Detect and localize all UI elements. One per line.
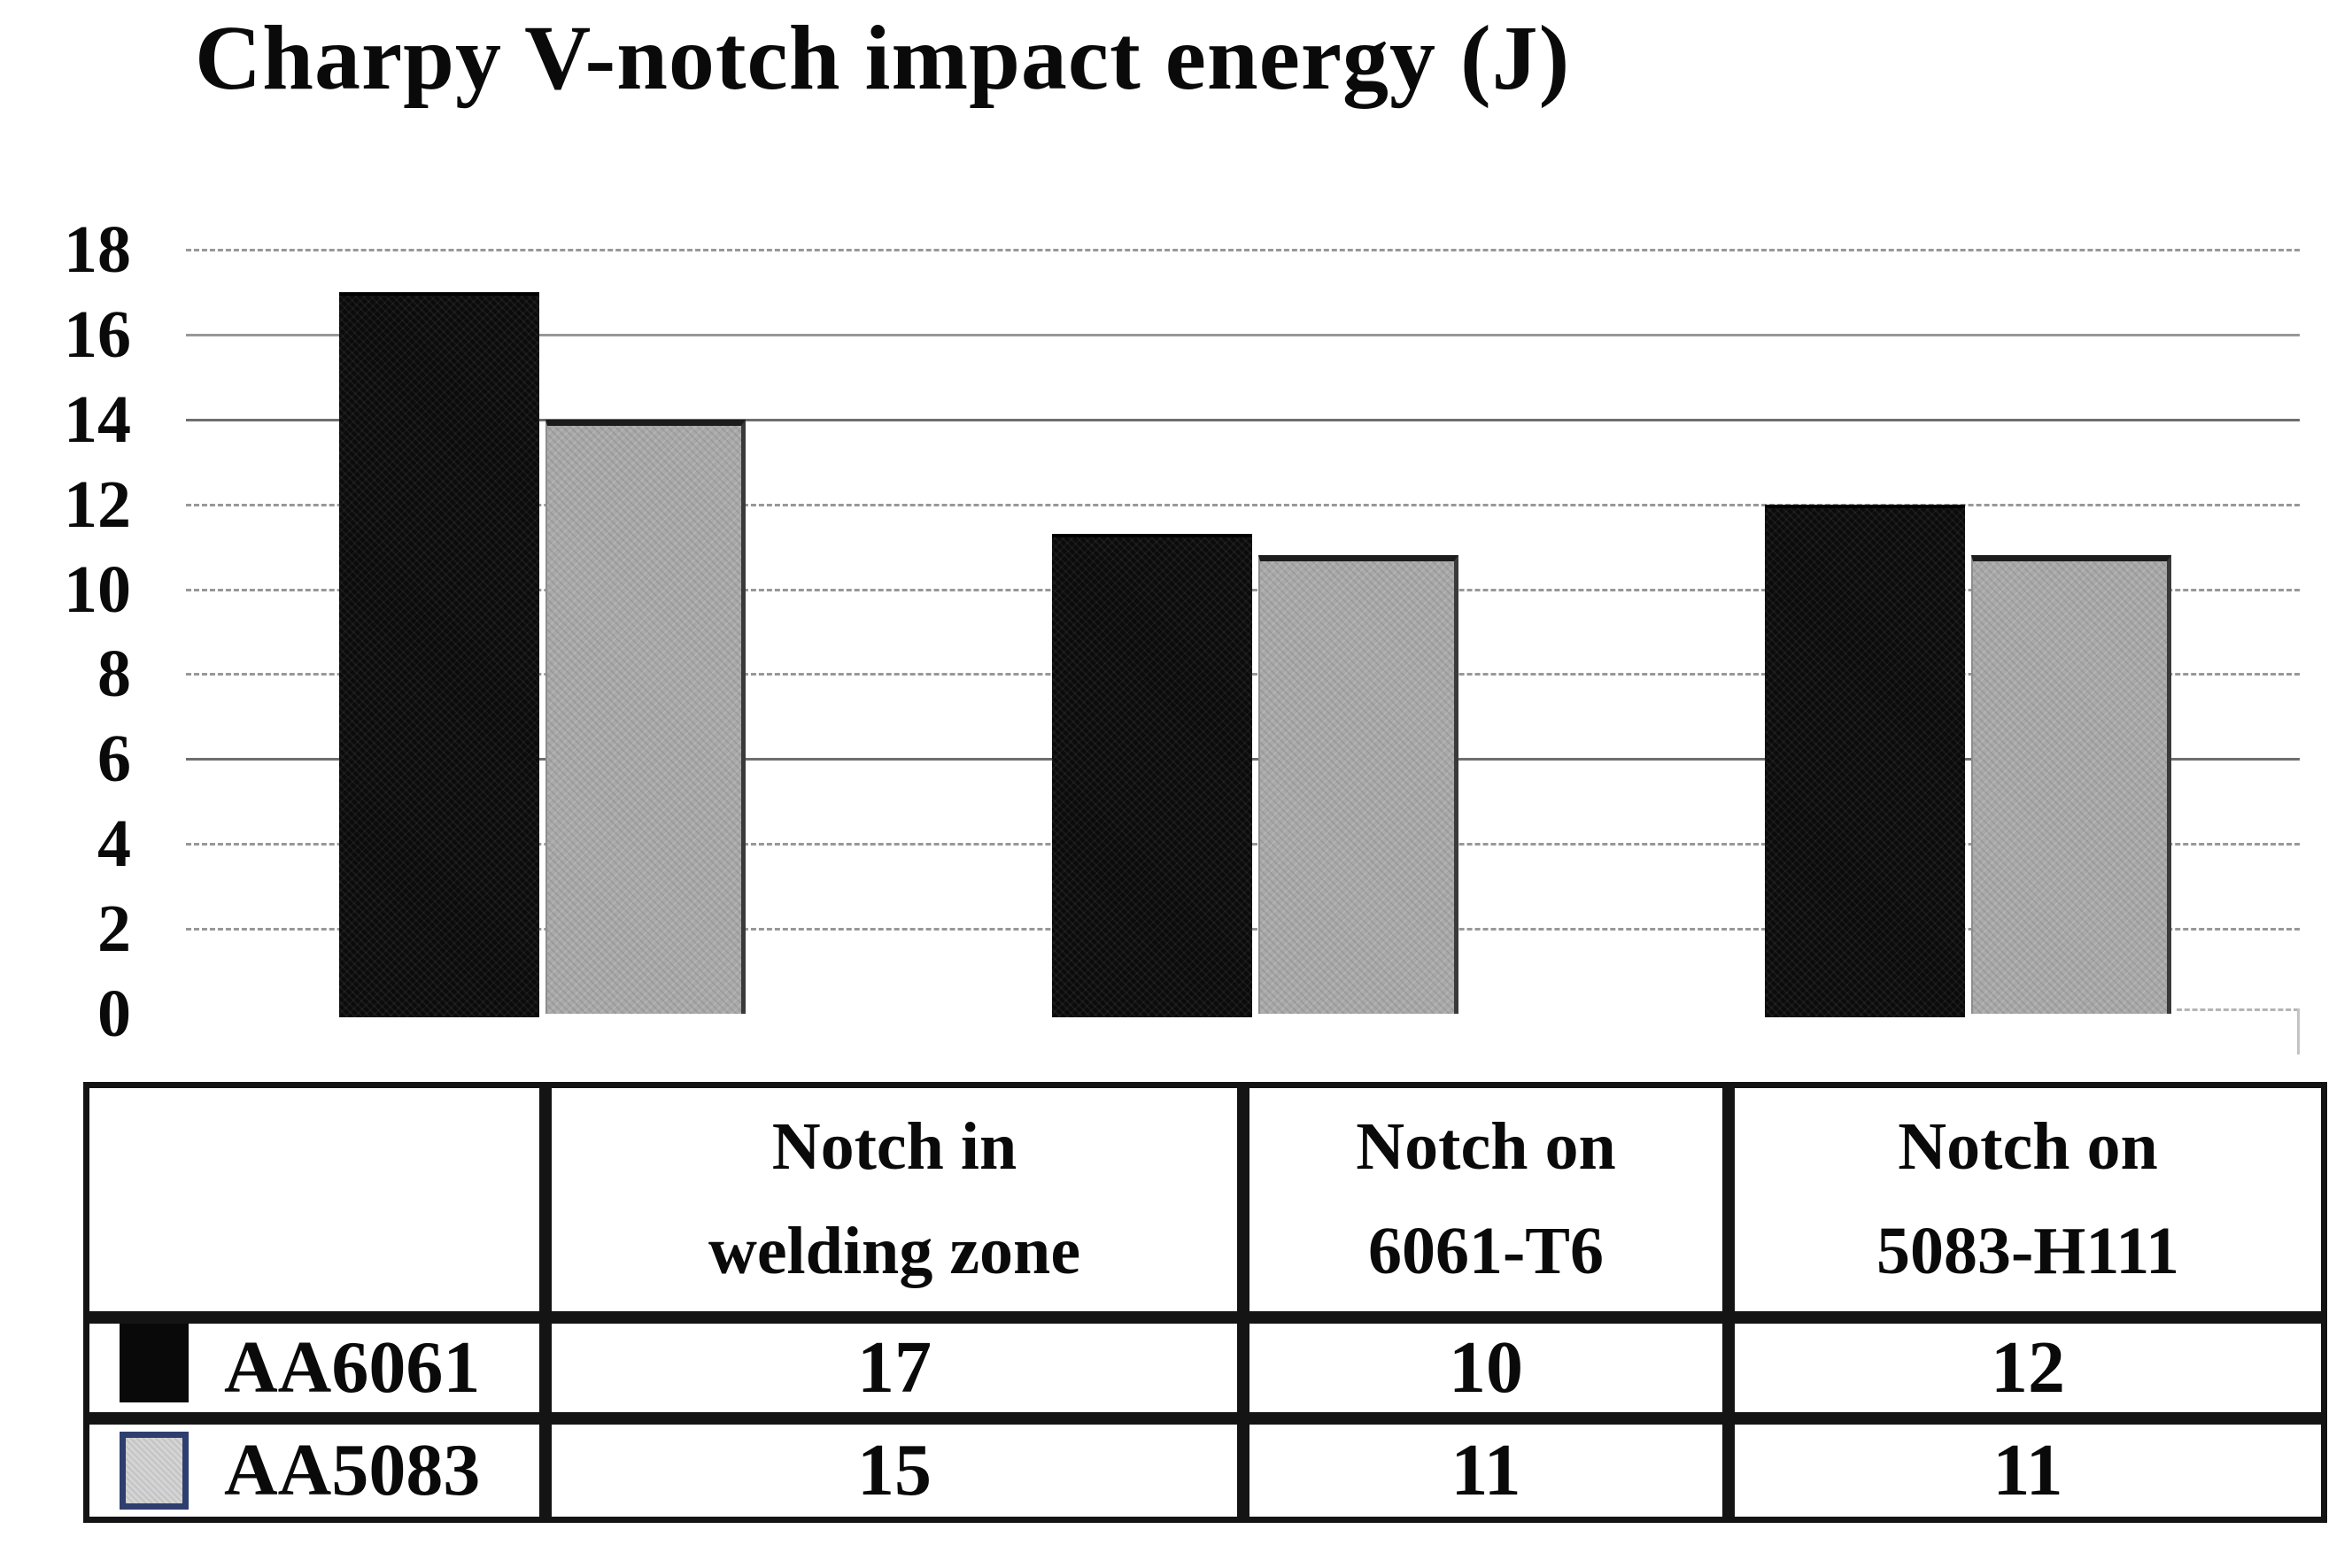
bar-aa5083-group2 — [1258, 555, 1458, 1014]
header-line: Notch in — [771, 1109, 1017, 1185]
aa6061-series-swatch-icon — [120, 1324, 189, 1402]
table-row-aa6061: AA6061 17 10 12 — [83, 1317, 2327, 1418]
table-cell-aa5083-5083-h111: 11 — [1729, 1418, 2327, 1523]
plot-corner-artifact-horizontal — [2177, 1008, 2299, 1011]
y-axis-tick-label-2: 2 — [97, 892, 131, 967]
header-line: Notch on — [1898, 1109, 2158, 1185]
table-cell-aa6061-welding-zone: 17 — [545, 1317, 1243, 1418]
y-axis-tick-label-16: 16 — [64, 297, 131, 372]
gridline-18 — [186, 249, 2300, 251]
series-label-aa5083: AA5083 — [224, 1429, 481, 1511]
table-blank-corner-cell — [83, 1082, 545, 1317]
y-axis-tick-label-6: 6 — [97, 722, 131, 797]
y-axis-tick-label-8: 8 — [97, 637, 131, 712]
table-header-notch-on-6061-t6: Notch on 6061-T6 — [1243, 1082, 1729, 1317]
y-axis-tick-label-14: 14 — [64, 382, 131, 457]
bar-aa6061-group2 — [1052, 534, 1252, 1017]
header-line: 6061-T6 — [1368, 1214, 1604, 1288]
gridline-16 — [186, 333, 2300, 336]
table-cell-aa5083-welding-zone: 15 — [545, 1418, 1243, 1523]
table-header-notch-in-welding-zone: Notch in welding zone — [545, 1082, 1243, 1317]
y-axis-tick-label-10: 10 — [64, 552, 131, 627]
series-label-aa6061: AA6061 — [224, 1326, 481, 1409]
y-axis-tick-label-12: 12 — [64, 467, 131, 542]
table-header-row: Notch in welding zone Notch on 6061-T6 N… — [83, 1082, 2327, 1317]
header-line: welding zone — [708, 1214, 1081, 1288]
legend-data-table: Notch in welding zone Notch on 6061-T6 N… — [83, 1082, 2327, 1523]
aa5083-series-swatch-icon — [120, 1432, 189, 1510]
header-line: 5083-H111 — [1876, 1214, 2180, 1288]
y-axis-tick-label-18: 18 — [64, 212, 131, 287]
table-cell-aa6061-6061-t6: 10 — [1243, 1317, 1729, 1418]
gridline-14 — [186, 418, 2300, 421]
bar-aa6061-group3 — [1765, 505, 1965, 1017]
table-cell-aa6061-5083-h111: 12 — [1729, 1317, 2327, 1418]
y-axis-tick-label-0: 0 — [97, 977, 131, 1051]
bar-aa5083-group3 — [1971, 555, 2171, 1014]
legend-cell-aa5083: AA5083 — [83, 1418, 545, 1523]
legend-cell-aa6061: AA6061 — [83, 1317, 545, 1418]
table-header-notch-on-5083-h111: Notch on 5083-H111 — [1729, 1082, 2327, 1317]
table-cell-aa5083-6061-t6: 11 — [1243, 1418, 1729, 1523]
bar-aa5083-group1 — [545, 420, 746, 1014]
header-line: Notch on — [1356, 1109, 1616, 1185]
table-row-aa5083: AA5083 15 11 11 — [83, 1418, 2327, 1523]
plot-corner-artifact-vertical — [2297, 1008, 2300, 1054]
chart-title: Charpy V-notch impact energy (J) — [195, 7, 1571, 109]
y-axis-tick-label-4: 4 — [97, 807, 131, 882]
gridline-12 — [186, 503, 2300, 506]
bar-aa6061-group1 — [339, 292, 539, 1017]
